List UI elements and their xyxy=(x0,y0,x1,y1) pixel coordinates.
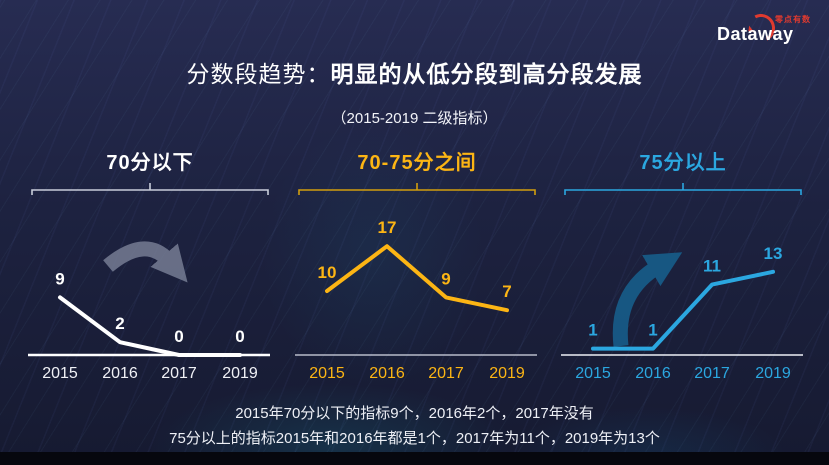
x-tick-label: 2017 xyxy=(428,365,464,382)
value-label: 9 xyxy=(441,269,450,288)
x-tick-label: 2019 xyxy=(222,365,258,382)
panel-below-70: 70分以下 9 2 0 0 2015 2016 2017 2019 xyxy=(16,148,284,398)
value-label: 1 xyxy=(648,321,657,340)
x-tick-label: 2019 xyxy=(489,365,525,382)
logo-tagline: 零点有数 xyxy=(775,15,811,24)
value-label: 9 xyxy=(55,269,64,288)
value-label: 0 xyxy=(174,327,183,346)
value-label: 7 xyxy=(502,282,511,301)
logo-brand-text: Dataway xyxy=(717,24,794,44)
panel-title-above-75: 75分以上 xyxy=(639,152,727,174)
bracket-decoration xyxy=(298,183,536,195)
value-label: 1 xyxy=(588,321,597,340)
logo: 零点有数 Dataway xyxy=(717,10,813,50)
data-line xyxy=(325,244,509,313)
x-tick-label: 2017 xyxy=(161,365,197,382)
curved-trend-arrow-up-icon xyxy=(612,252,683,347)
page-title-normal: 分数段趋势： xyxy=(186,61,331,87)
value-label: 0 xyxy=(235,327,244,346)
trend-chart-below-70: 9 2 0 0 2015 2016 2017 2019 xyxy=(28,241,270,382)
bottom-band xyxy=(0,452,829,465)
value-label: 2 xyxy=(115,314,124,333)
panel-above-75: 75分以上 1 1 11 13 2015 2016 2017 2019 xyxy=(549,148,817,398)
value-label: 13 xyxy=(764,244,783,263)
x-tick-label: 2016 xyxy=(369,365,405,382)
summary-line-1: 2015年70分以下的指标9个，2016年2个，2017年没有 xyxy=(235,405,594,422)
value-label: 10 xyxy=(318,263,337,282)
value-label: 11 xyxy=(703,257,721,276)
panel-title-below-70: 70分以下 xyxy=(106,152,194,174)
panel-70-75: 70-75分之间 10 17 9 7 2015 2016 2017 2019 xyxy=(283,148,551,398)
x-tick-label: 2016 xyxy=(635,365,671,382)
summary-line-2: 75分以上的指标2015年和2016年都是1个，2017年为11个，2019年为… xyxy=(169,430,660,447)
page-subtitle: （2015-2019 二级指标） xyxy=(331,110,498,127)
panel-title-70-75: 70-75分之间 xyxy=(357,152,477,174)
bracket-decoration xyxy=(564,183,802,195)
x-tick-label: 2015 xyxy=(42,365,78,382)
x-tick-label: 2017 xyxy=(694,365,730,382)
data-line xyxy=(591,269,775,351)
curved-trend-arrow-down-icon xyxy=(103,241,188,283)
page-title: 分数段趋势：明显的从低分段到高分段发展 xyxy=(0,55,829,89)
trend-chart-70-75: 10 17 9 7 2015 2016 2017 2019 xyxy=(295,218,537,382)
x-tick-label: 2015 xyxy=(575,365,611,382)
data-line xyxy=(58,295,242,357)
value-label: 17 xyxy=(378,218,397,237)
x-tick-label: 2016 xyxy=(102,365,138,382)
x-tick-label: 2015 xyxy=(309,365,345,382)
bracket-decoration xyxy=(31,183,269,195)
page-title-bold: 明显的从低分段到高分段发展 xyxy=(330,61,643,87)
x-tick-label: 2019 xyxy=(755,365,791,382)
